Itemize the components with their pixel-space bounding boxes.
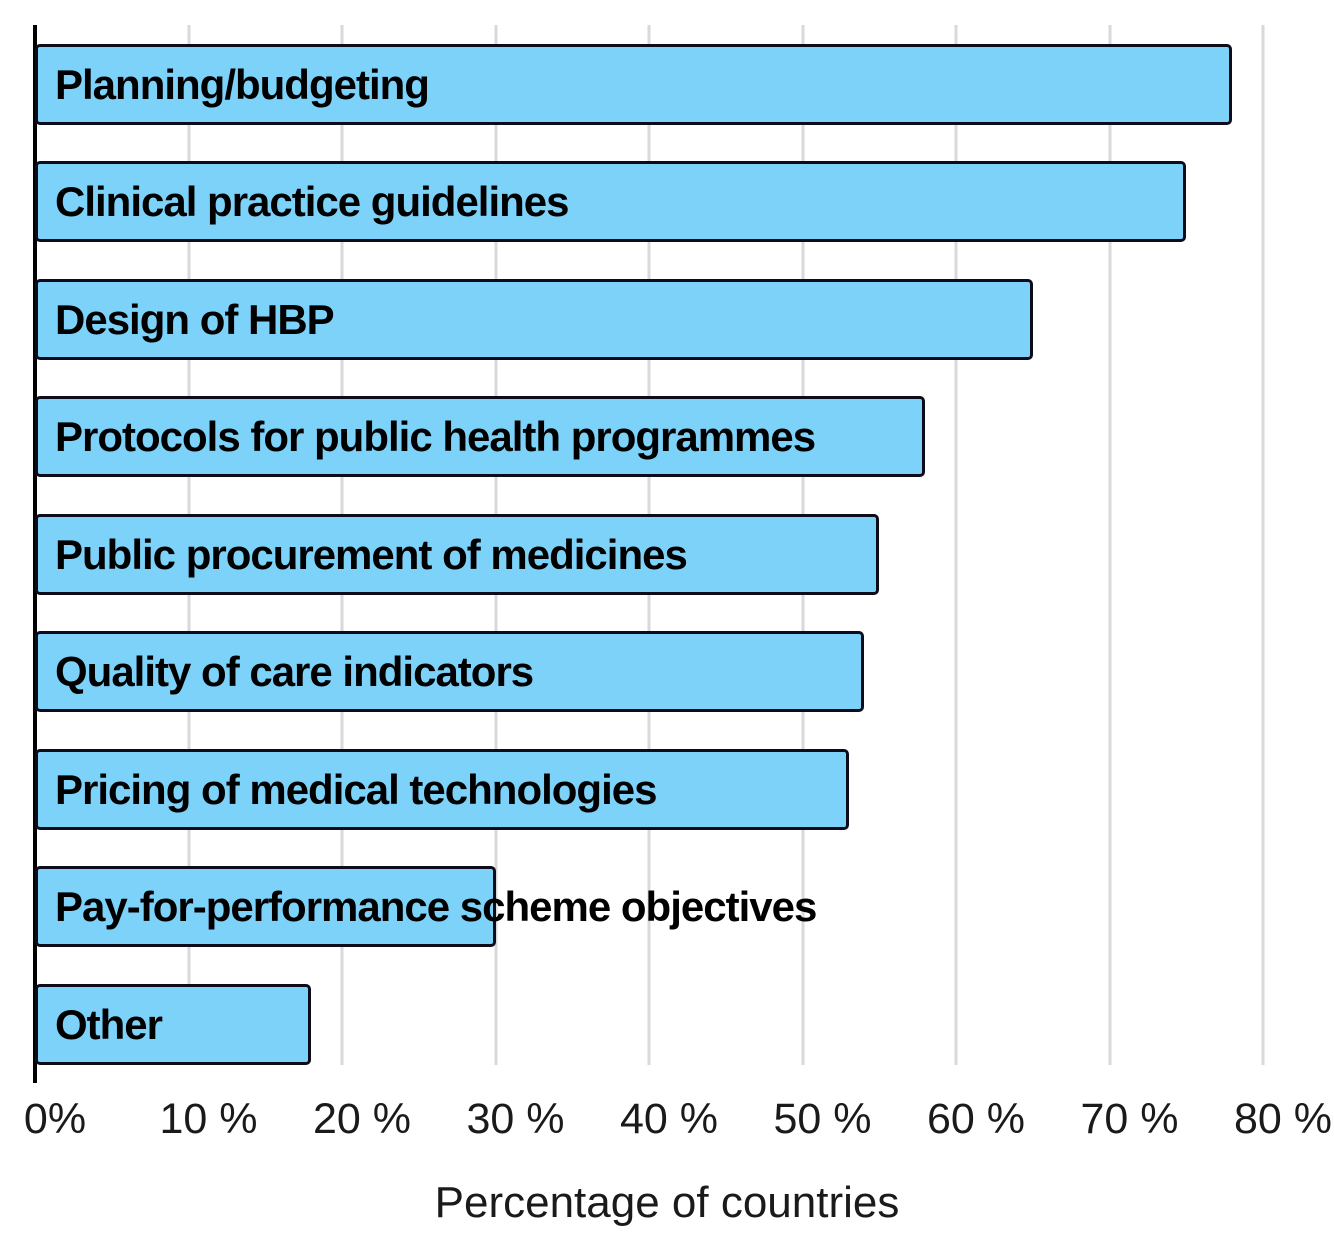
bar-label: Quality of care indicators [55,648,534,695]
bar [35,43,1233,125]
bar-row: Design of HBP [35,261,1334,378]
bar-label: Protocols for public health programmes [55,413,816,460]
x-tick-label: 70 % [1080,1095,1179,1143]
x-tick-label: 80 % [1233,1095,1333,1143]
bar-row: Pricing of medical technologies [35,731,1334,848]
gridline-60pct [954,25,958,1065]
x-tick-label: 10 % [159,1095,258,1143]
bar-label: Pricing of medical technologies [55,765,657,813]
bar [35,278,1033,360]
x-tick-label: 20 % [312,1095,412,1143]
x-tick-label: 50 % [773,1095,872,1143]
bar-row: Clinical practice guidelines [35,143,1334,260]
bar [35,161,1187,242]
bar [35,513,880,595]
plot-area: Planning/budgeting Clinical practice gui… [33,25,1334,1083]
bar [35,866,496,947]
bar-label: Other [55,1000,163,1048]
bar-row: Quality of care indicators [35,613,1334,730]
x-tick-label: 60 % [926,1095,1026,1143]
bar [35,396,926,477]
bar-row: Protocols for public health programmes [35,378,1334,495]
bar [35,983,312,1065]
bar-row: Public procurement of medicines [35,496,1334,613]
x-tick-label: 30 % [466,1095,565,1143]
x-tick-label: 40 % [619,1095,719,1143]
bar-row: Pay-for-performance scheme objectives [35,848,1334,965]
bar [35,631,864,712]
gridline-70pct [1108,25,1111,1065]
bar-label: Public procurement of medicines [55,530,688,578]
bar-row: Other [35,966,1334,1083]
bar-label: Planning/budgeting [55,60,430,108]
bar-label: Design of HBP [55,295,335,343]
gridline-80pct [1261,25,1265,1065]
bar-label: Clinical practice guidelines [55,178,570,225]
bar [35,748,849,830]
x-tick-label: 0% [23,1095,87,1143]
bar-label: Pay-for-performance scheme objectives [55,883,817,930]
bar-row: Planning/budgeting [35,26,1334,143]
x-axis-title: Percentage of countries [434,1178,900,1227]
